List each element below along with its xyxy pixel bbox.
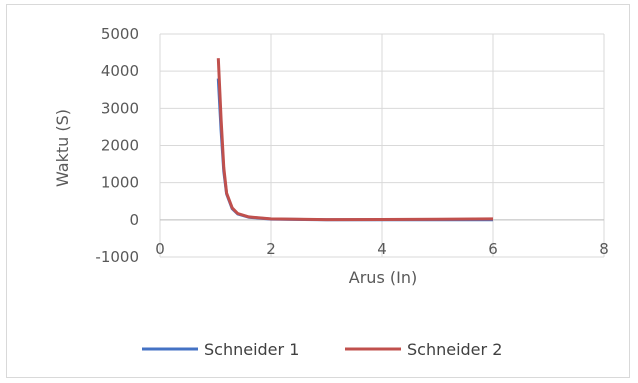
x-tick-label: 6 [488,240,498,258]
x-tick-label: 2 [266,240,276,258]
series-line-1 [216,78,493,222]
y-tick-label: 4000 [101,62,139,80]
series-line-2 [216,58,494,222]
legend-label-schneider-2: Schneider 2 [407,340,502,359]
y-tick-label: 5000 [101,25,139,43]
y-tick-label: -1000 [95,248,139,266]
x-tick-label: 8 [599,240,609,258]
y-axis-title: Waktu (S) [53,109,72,187]
y-tick-label: 2000 [101,137,139,155]
legend: Schneider 1 Schneider 2 [142,340,502,359]
chart-container [6,4,630,378]
series-lines [216,58,494,222]
y-tick-label: 3000 [101,99,139,117]
x-tick-label: 0 [155,240,165,258]
x-axis-title: Arus (In) [349,268,417,287]
x-tick-label: 4 [377,240,387,258]
y-tick-label: 1000 [101,174,139,192]
legend-label-schneider-1: Schneider 1 [204,340,299,359]
y-tick-label: 0 [129,211,139,229]
grid-lines [159,33,605,258]
